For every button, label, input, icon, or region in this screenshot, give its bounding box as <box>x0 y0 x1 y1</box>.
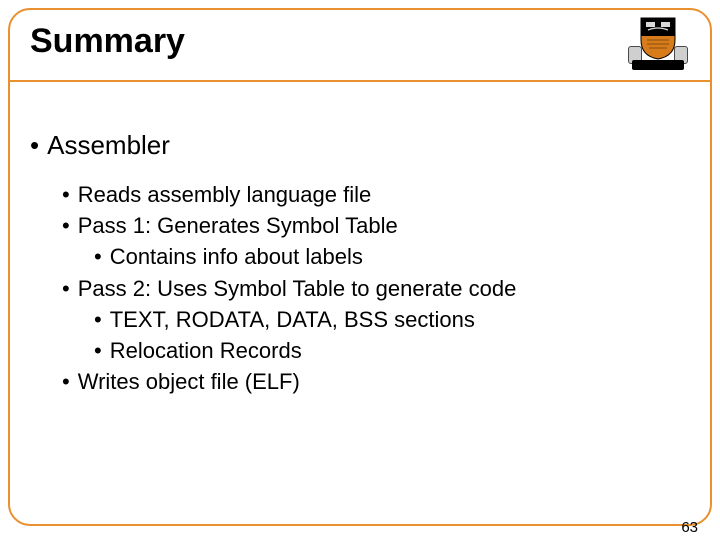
heading-text: Assembler <box>47 130 170 161</box>
list-item: • Reads assembly language file <box>62 179 690 210</box>
bullet-icon: • <box>94 340 102 362</box>
bullet-icon: • <box>62 215 70 237</box>
bullet-text: Reads assembly language file <box>78 179 372 210</box>
slide-title: Summary <box>30 22 185 61</box>
title-divider <box>8 80 712 82</box>
heading-bullet: • Assembler <box>30 130 690 161</box>
bullet-text: Contains info about labels <box>110 241 363 272</box>
list-item: • Relocation Records <box>94 335 690 366</box>
shield-svg <box>640 16 676 60</box>
page-number: 63 <box>681 519 698 536</box>
princeton-shield-icon <box>626 16 690 70</box>
bullet-text: Pass 2: Uses Symbol Table to generate co… <box>78 273 517 304</box>
list-item: • Writes object file (ELF) <box>62 366 690 397</box>
bullet-text: Pass 1: Generates Symbol Table <box>78 210 398 241</box>
bullet-icon: • <box>62 184 70 206</box>
bullet-text: Relocation Records <box>110 335 302 366</box>
bullet-icon: • <box>62 371 70 393</box>
bullet-icon: • <box>30 132 39 158</box>
slide-content: • Assembler • Reads assembly language fi… <box>30 130 690 398</box>
list-item: • Contains info about labels <box>94 241 690 272</box>
bullet-icon: • <box>94 246 102 268</box>
list-item: • Pass 2: Uses Symbol Table to generate … <box>62 273 690 304</box>
list-item: • Pass 1: Generates Symbol Table <box>62 210 690 241</box>
bullet-icon: • <box>94 309 102 331</box>
slide: Summary • Assembler • Reads assembly <box>0 0 720 540</box>
bullet-icon: • <box>62 278 70 300</box>
shield-banner-icon <box>632 60 684 70</box>
bullet-text: TEXT, RODATA, DATA, BSS sections <box>110 304 475 335</box>
list-item: • TEXT, RODATA, DATA, BSS sections <box>94 304 690 335</box>
bullet-list: • Reads assembly language file • Pass 1:… <box>30 179 690 398</box>
bullet-text: Writes object file (ELF) <box>78 366 300 397</box>
